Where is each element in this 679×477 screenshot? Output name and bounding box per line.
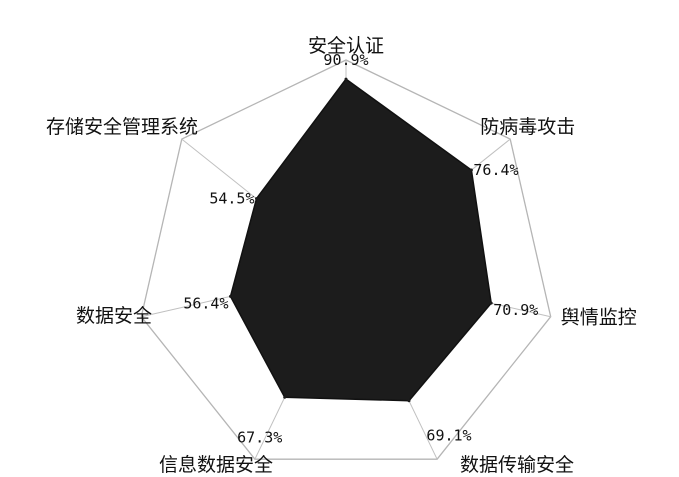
- data-area-layer: [229, 77, 493, 403]
- data-point: [255, 197, 258, 201]
- value-label: 56.4%: [183, 294, 228, 312]
- value-labels: 90.9% 76.4% 70.9% 69.1% 67.3% 56.4% 54.5%: [183, 51, 538, 446]
- category-label: 数据安全: [76, 305, 152, 327]
- data-point: [344, 77, 348, 81]
- data-point: [469, 168, 473, 172]
- value-label: 76.4%: [473, 161, 518, 179]
- value-label: 54.5%: [209, 190, 254, 208]
- data-area: [229, 78, 492, 402]
- value-label: 90.9%: [323, 51, 368, 69]
- category-label: 存储安全管理系统: [46, 116, 198, 138]
- category-label: 信息数据安全: [159, 454, 273, 476]
- value-label: 67.3%: [237, 428, 282, 446]
- category-label: 舆情监控: [561, 307, 637, 329]
- category-label: 安全认证: [308, 35, 384, 57]
- data-point: [283, 395, 287, 399]
- value-label: 70.9%: [493, 301, 538, 319]
- value-label: 69.1%: [426, 427, 471, 445]
- category-label: 数据传输安全: [460, 454, 574, 476]
- data-point: [407, 399, 411, 403]
- data-point: [229, 294, 232, 298]
- data-point: [489, 301, 493, 305]
- category-label: 防病毒攻击: [480, 116, 575, 138]
- grid-ring-2: [140, 59, 552, 460]
